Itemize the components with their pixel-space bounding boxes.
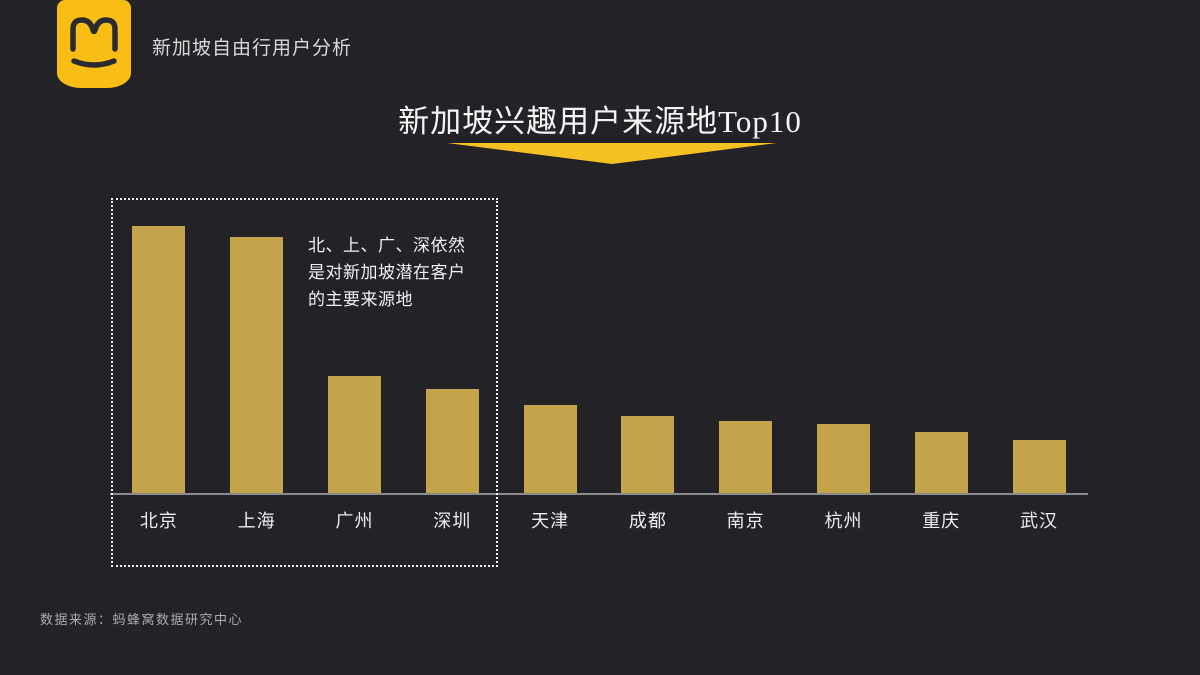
bar-广州: [327, 376, 381, 493]
bar-上海: [230, 237, 284, 493]
x-tick-label: 上海: [237, 511, 276, 531]
header-title: 新加坡自由行用户分析: [152, 38, 353, 59]
x-tick-label: 武汉: [1020, 511, 1059, 531]
bar-slot: [892, 432, 990, 493]
x-tick-label: 重庆: [922, 511, 961, 531]
bar-武汉: [1012, 440, 1066, 493]
bar-slot: [208, 237, 306, 493]
bar-slot: [403, 389, 501, 493]
bar-slot: [306, 376, 404, 493]
bar-slot: [990, 440, 1088, 493]
labels-row: 北京 上海 广州 深圳 天津 成都 南京 杭州 重庆 武汉: [110, 507, 1088, 533]
x-axis-line: [110, 493, 1088, 495]
annotation-text: 北、上、广、深依然 是对新加坡潜在客户 的主要来源地: [308, 236, 466, 310]
mafengwo-logo-icon: [57, 0, 131, 88]
bar-slot: [599, 416, 697, 493]
bar-杭州: [816, 424, 870, 493]
data-source-text: 数据来源：蚂蜂窝数据研究中心: [40, 612, 244, 627]
x-tick-label: 广州: [335, 511, 374, 531]
bar-深圳: [425, 389, 479, 493]
bar-slot: [697, 421, 795, 493]
bar-南京: [719, 421, 773, 493]
bar-slot: [795, 424, 893, 493]
x-tick-label: 杭州: [824, 511, 863, 531]
bars-row: [110, 226, 1088, 493]
bar-成都: [621, 416, 675, 493]
x-tick-label: 南京: [726, 511, 765, 531]
x-tick-label: 深圳: [433, 511, 472, 531]
logo-m-glyph: [70, 17, 118, 68]
bar-北京: [132, 226, 186, 493]
arrow-down-icon: [447, 143, 777, 164]
bar-slot: [501, 405, 599, 493]
bar-天津: [523, 405, 577, 493]
x-tick-label: 成都: [628, 511, 667, 531]
slide-title: 新加坡兴趣用户来源地Top10: [398, 104, 802, 139]
bar-slot: [110, 226, 208, 493]
x-tick-label: 北京: [139, 511, 178, 531]
x-tick-label: 天津: [531, 511, 570, 531]
bar-chart: 北京 上海 广州 深圳 天津 成都 南京 杭州 重庆 武汉: [110, 226, 1088, 533]
bar-重庆: [914, 432, 968, 493]
